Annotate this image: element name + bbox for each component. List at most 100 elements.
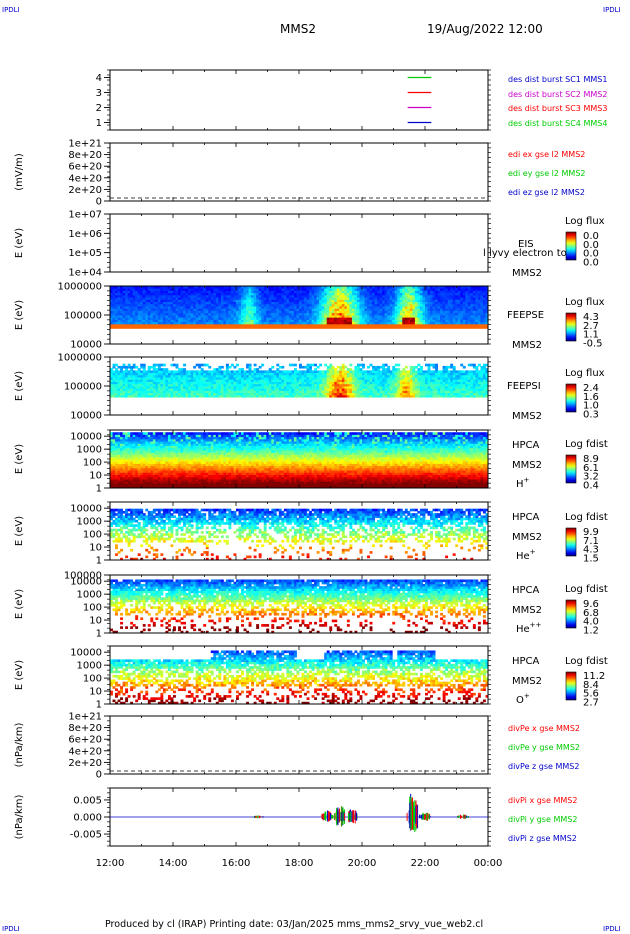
spectrogram-cell [246, 319, 249, 323]
spectrogram-cell [356, 377, 360, 380]
spectrogram-cell [268, 386, 272, 389]
spectrogram-cell [258, 381, 262, 385]
spectrogram-cell [397, 286, 401, 289]
spectrogram-cell [435, 363, 438, 367]
spectrogram-cell [291, 303, 295, 307]
spectrogram-cell [162, 374, 166, 378]
spectrogram-cell [173, 303, 176, 307]
spectrogram-cell [137, 306, 141, 309]
spectrogram-cell [457, 392, 461, 396]
spectrogram-cell [130, 315, 134, 318]
spectrogram-cell [314, 381, 318, 385]
spectrogram-cell [288, 372, 292, 376]
spectrogram-cell [286, 299, 290, 303]
spectrogram-cell [472, 299, 476, 303]
spectrogram-cell [208, 317, 212, 320]
spectrogram-cell [445, 392, 449, 396]
spectrogram-cell [293, 319, 297, 323]
spectrogram-cell [170, 310, 174, 314]
spectrogram-cell [273, 372, 277, 376]
spectrogram-cell [447, 297, 451, 300]
spectrogram-cell [137, 379, 141, 382]
spectrogram-cell [354, 377, 358, 380]
spectrogram-cell [253, 312, 257, 316]
spectrogram-cell [329, 383, 333, 387]
spectrogram-cell [470, 306, 474, 309]
spectrogram-cell [304, 303, 307, 307]
spectrogram-cell [178, 321, 181, 325]
spectrogram-cell [152, 290, 156, 294]
spectrogram-cell [480, 321, 484, 325]
spectrogram-cell [341, 326, 345, 329]
spectrogram-cell [132, 303, 136, 307]
spectrogram-cell [301, 321, 305, 325]
spectrogram-cell [200, 392, 204, 396]
spectrogram-cell [278, 381, 282, 385]
spectrogram-cell [344, 303, 348, 307]
spectrogram-cell [346, 319, 350, 323]
spectrogram-cell [157, 383, 161, 387]
spectrogram-cell [288, 390, 292, 394]
spectrogram-cell [309, 319, 312, 323]
spectrogram-cell [359, 326, 363, 329]
spectrogram-cell [220, 370, 224, 374]
spectrogram-cell [321, 374, 325, 378]
spectrogram-cell [286, 381, 290, 385]
spectrogram-cell [268, 323, 272, 327]
spectrogram-cell [175, 394, 179, 398]
spectrogram-cell [266, 310, 270, 314]
spectrogram-cell [132, 370, 136, 374]
spectrogram-cell [440, 388, 444, 391]
spectrogram-cell [233, 290, 237, 294]
spectrogram-cell [203, 388, 207, 391]
spectrogram-cell [404, 374, 408, 378]
spectrogram-cell [110, 392, 113, 396]
spectrogram-cell [170, 317, 174, 320]
spectrogram-cell [228, 319, 232, 323]
spectrogram-cell [195, 292, 199, 296]
spectrogram-cell [210, 321, 214, 325]
spectrogram-cell [351, 297, 355, 300]
spectrogram-cell [316, 299, 320, 303]
spectrogram-cell [336, 390, 340, 394]
spectrogram-cell [359, 301, 363, 305]
spectrogram-cell [304, 370, 307, 374]
spectrogram-cell [346, 306, 350, 309]
spectrogram-cell [263, 306, 267, 309]
spectrogram-cell [208, 299, 212, 303]
spectrogram-cell [402, 315, 406, 318]
spectrogram-cell [407, 310, 411, 314]
spectrogram-cell [374, 306, 378, 309]
spectrogram-cell [215, 386, 219, 389]
spectrogram-cell [175, 294, 179, 298]
spectrogram-cell [288, 326, 292, 329]
spectrogram-cell [372, 326, 375, 329]
spectrogram-cell [306, 390, 310, 394]
spectrogram-cell [261, 308, 265, 311]
spectrogram-cell [243, 308, 247, 311]
spectrogram-cell [326, 288, 330, 291]
spectrogram-cell [311, 297, 315, 300]
spectrogram-cell [223, 308, 227, 311]
spectrogram-cell [402, 381, 406, 385]
spectrogram-cell [387, 288, 391, 291]
spectrogram-cell [127, 315, 131, 318]
spectrogram-cell [261, 379, 265, 382]
spectrogram-cell [241, 323, 244, 327]
spectrogram-cell [258, 286, 262, 289]
spectrogram-cell [273, 390, 277, 394]
spectrogram-cell [175, 383, 179, 387]
spectrogram-cell [200, 299, 204, 303]
spectrogram-cell [198, 381, 202, 385]
spectrogram-cell [137, 383, 141, 387]
spectrogram-cell [377, 368, 381, 371]
spectrogram-cell [367, 301, 370, 305]
spectrogram-cell [389, 297, 393, 300]
spectrogram-cell [271, 321, 275, 325]
spectrogram-cell [157, 292, 161, 296]
spectrogram-cell [379, 317, 383, 320]
spectrogram-cell [462, 299, 466, 303]
overlay-text: l lyvy electron to [483, 248, 567, 259]
spectrogram-cell [354, 379, 358, 382]
spectrogram-cell [218, 312, 222, 316]
